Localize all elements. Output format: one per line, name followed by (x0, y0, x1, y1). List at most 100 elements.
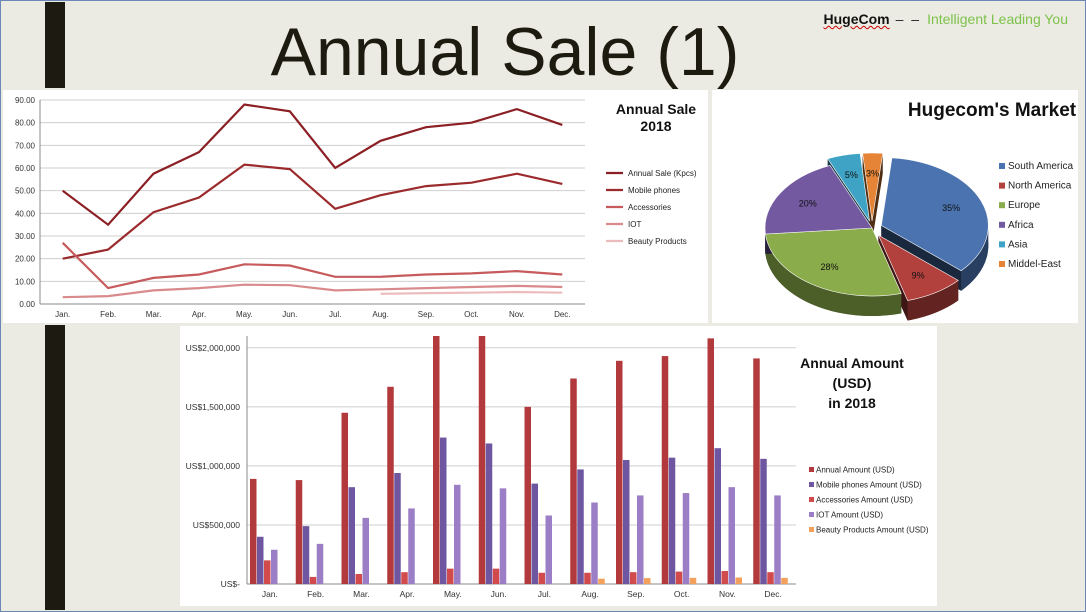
bar (440, 437, 447, 584)
x-tick-label: Dec. (554, 310, 570, 319)
bar (355, 573, 362, 584)
bar (623, 460, 630, 584)
bar (257, 536, 264, 584)
left-accent-bar-top (45, 2, 65, 88)
legend-swatch (809, 527, 814, 532)
bar (433, 336, 440, 584)
x-tick-label: Sep. (627, 589, 645, 599)
bar (707, 338, 714, 584)
bar (250, 478, 257, 584)
chart-title: Annual Sale (616, 101, 696, 117)
bar (478, 336, 486, 584)
bar (774, 495, 781, 584)
brand-separator: – – (895, 11, 922, 27)
x-tick-label: Nov. (509, 310, 525, 319)
bar (668, 457, 676, 584)
x-tick-label: May. (444, 589, 462, 599)
legend-label: IOT Amount (USD) (816, 511, 883, 520)
pie-data-label: 28% (821, 262, 839, 272)
pie-slice-rim (961, 225, 989, 291)
legend-label: Accessories (628, 203, 671, 212)
bar (401, 572, 408, 584)
bar (538, 572, 545, 584)
x-tick-label: Aug. (372, 310, 388, 319)
legend-label: Beauty Products (628, 237, 687, 246)
y-tick-label: US$1,500,000 (186, 402, 241, 412)
legend-swatch (999, 182, 1005, 189)
legend-label: Mobile phones Amount (USD) (816, 481, 922, 490)
bar (341, 412, 348, 584)
y-tick-label: 0.00 (19, 300, 35, 309)
y-tick-label: 40.00 (15, 209, 36, 218)
bar (721, 571, 728, 584)
left-accent-bar-bottom (45, 325, 65, 610)
bar (781, 577, 788, 584)
y-tick-label: US$2,000,000 (186, 343, 241, 353)
legend-label: Middel-East (1008, 259, 1061, 270)
legend-label: Accessories Amount (USD) (816, 496, 913, 505)
bar (616, 360, 623, 584)
brand-tagline: Intelligent Leading You (927, 11, 1068, 27)
chart-title: in 2018 (828, 395, 876, 411)
x-tick-label: May. (236, 310, 253, 319)
legend-swatch (809, 497, 814, 502)
bar (577, 469, 584, 584)
bar (760, 458, 767, 584)
bar (630, 572, 637, 584)
line-chart: 0.00 10.00 20.00 30.00 40.00 50.00 60.00 70.00 8… (15, 96, 697, 319)
x-tick-label: Oct. (464, 310, 479, 319)
y-tick-label: 60.00 (15, 164, 36, 173)
y-tick-label: US$- (221, 579, 241, 589)
bar (584, 572, 591, 584)
bar (447, 568, 454, 584)
y-tick-label: 90.00 (15, 96, 36, 105)
bar (545, 515, 552, 584)
x-tick-label: Jun. (282, 310, 297, 319)
brand-header: HugeCom – – Intelligent Leading You (823, 11, 1068, 27)
pie-data-label: 20% (799, 199, 817, 209)
series-line-1 (62, 103, 563, 227)
bar (271, 549, 278, 584)
pie-data-label: 3% (866, 168, 879, 178)
bar (637, 495, 644, 584)
pie-chart: Hugecom's Market 35% 9% 28% 20% 5% 3% South Ame… (764, 100, 1077, 321)
bar (302, 526, 310, 584)
bar (728, 487, 735, 584)
bar (316, 543, 324, 584)
legend-swatch (809, 467, 814, 472)
pie-chart-panel: Hugecom's Market 35% 9% 28% 20% 5% 3% South Ame… (712, 90, 1078, 323)
y-tick-label: 80.00 (15, 119, 36, 128)
pie-data-label: 5% (845, 170, 858, 180)
y-tick-label: US$1,000,000 (186, 461, 241, 471)
series-line-2 (62, 163, 563, 260)
series-line-3 (61, 242, 563, 290)
bar-chart: US$- US$500,000 US$1,000,000 US$1,500,000 US… (186, 336, 929, 599)
brand-name: HugeCom (823, 11, 890, 27)
bar (570, 378, 577, 584)
legend-swatch (999, 241, 1005, 248)
x-tick-label: Jun. (491, 589, 507, 599)
x-tick-label: Aug. (581, 589, 599, 599)
legend-label: Mobile phones (628, 186, 680, 195)
chart-title: (USD) (833, 375, 872, 391)
bar (598, 578, 605, 584)
bar (524, 406, 531, 584)
legend-label: Asia (1008, 239, 1028, 250)
legend-label: Africa (1008, 220, 1034, 231)
bar (485, 443, 493, 584)
y-tick-label: 20.00 (15, 255, 36, 264)
bar (689, 577, 697, 584)
bar (309, 576, 317, 584)
bar (295, 480, 303, 584)
bar (661, 356, 669, 584)
x-tick-label: Jul. (538, 589, 551, 599)
pie-slice-2 (877, 234, 959, 301)
bar (735, 577, 742, 584)
bar (675, 571, 683, 584)
y-tick-label: 70.00 (15, 141, 36, 150)
legend-label: Beauty Products Amount (USD) (816, 526, 929, 535)
pie-slice-5 (827, 153, 870, 222)
legend-label: North America (1008, 181, 1072, 192)
bar (682, 493, 690, 584)
legend-label: South America (1008, 161, 1073, 172)
